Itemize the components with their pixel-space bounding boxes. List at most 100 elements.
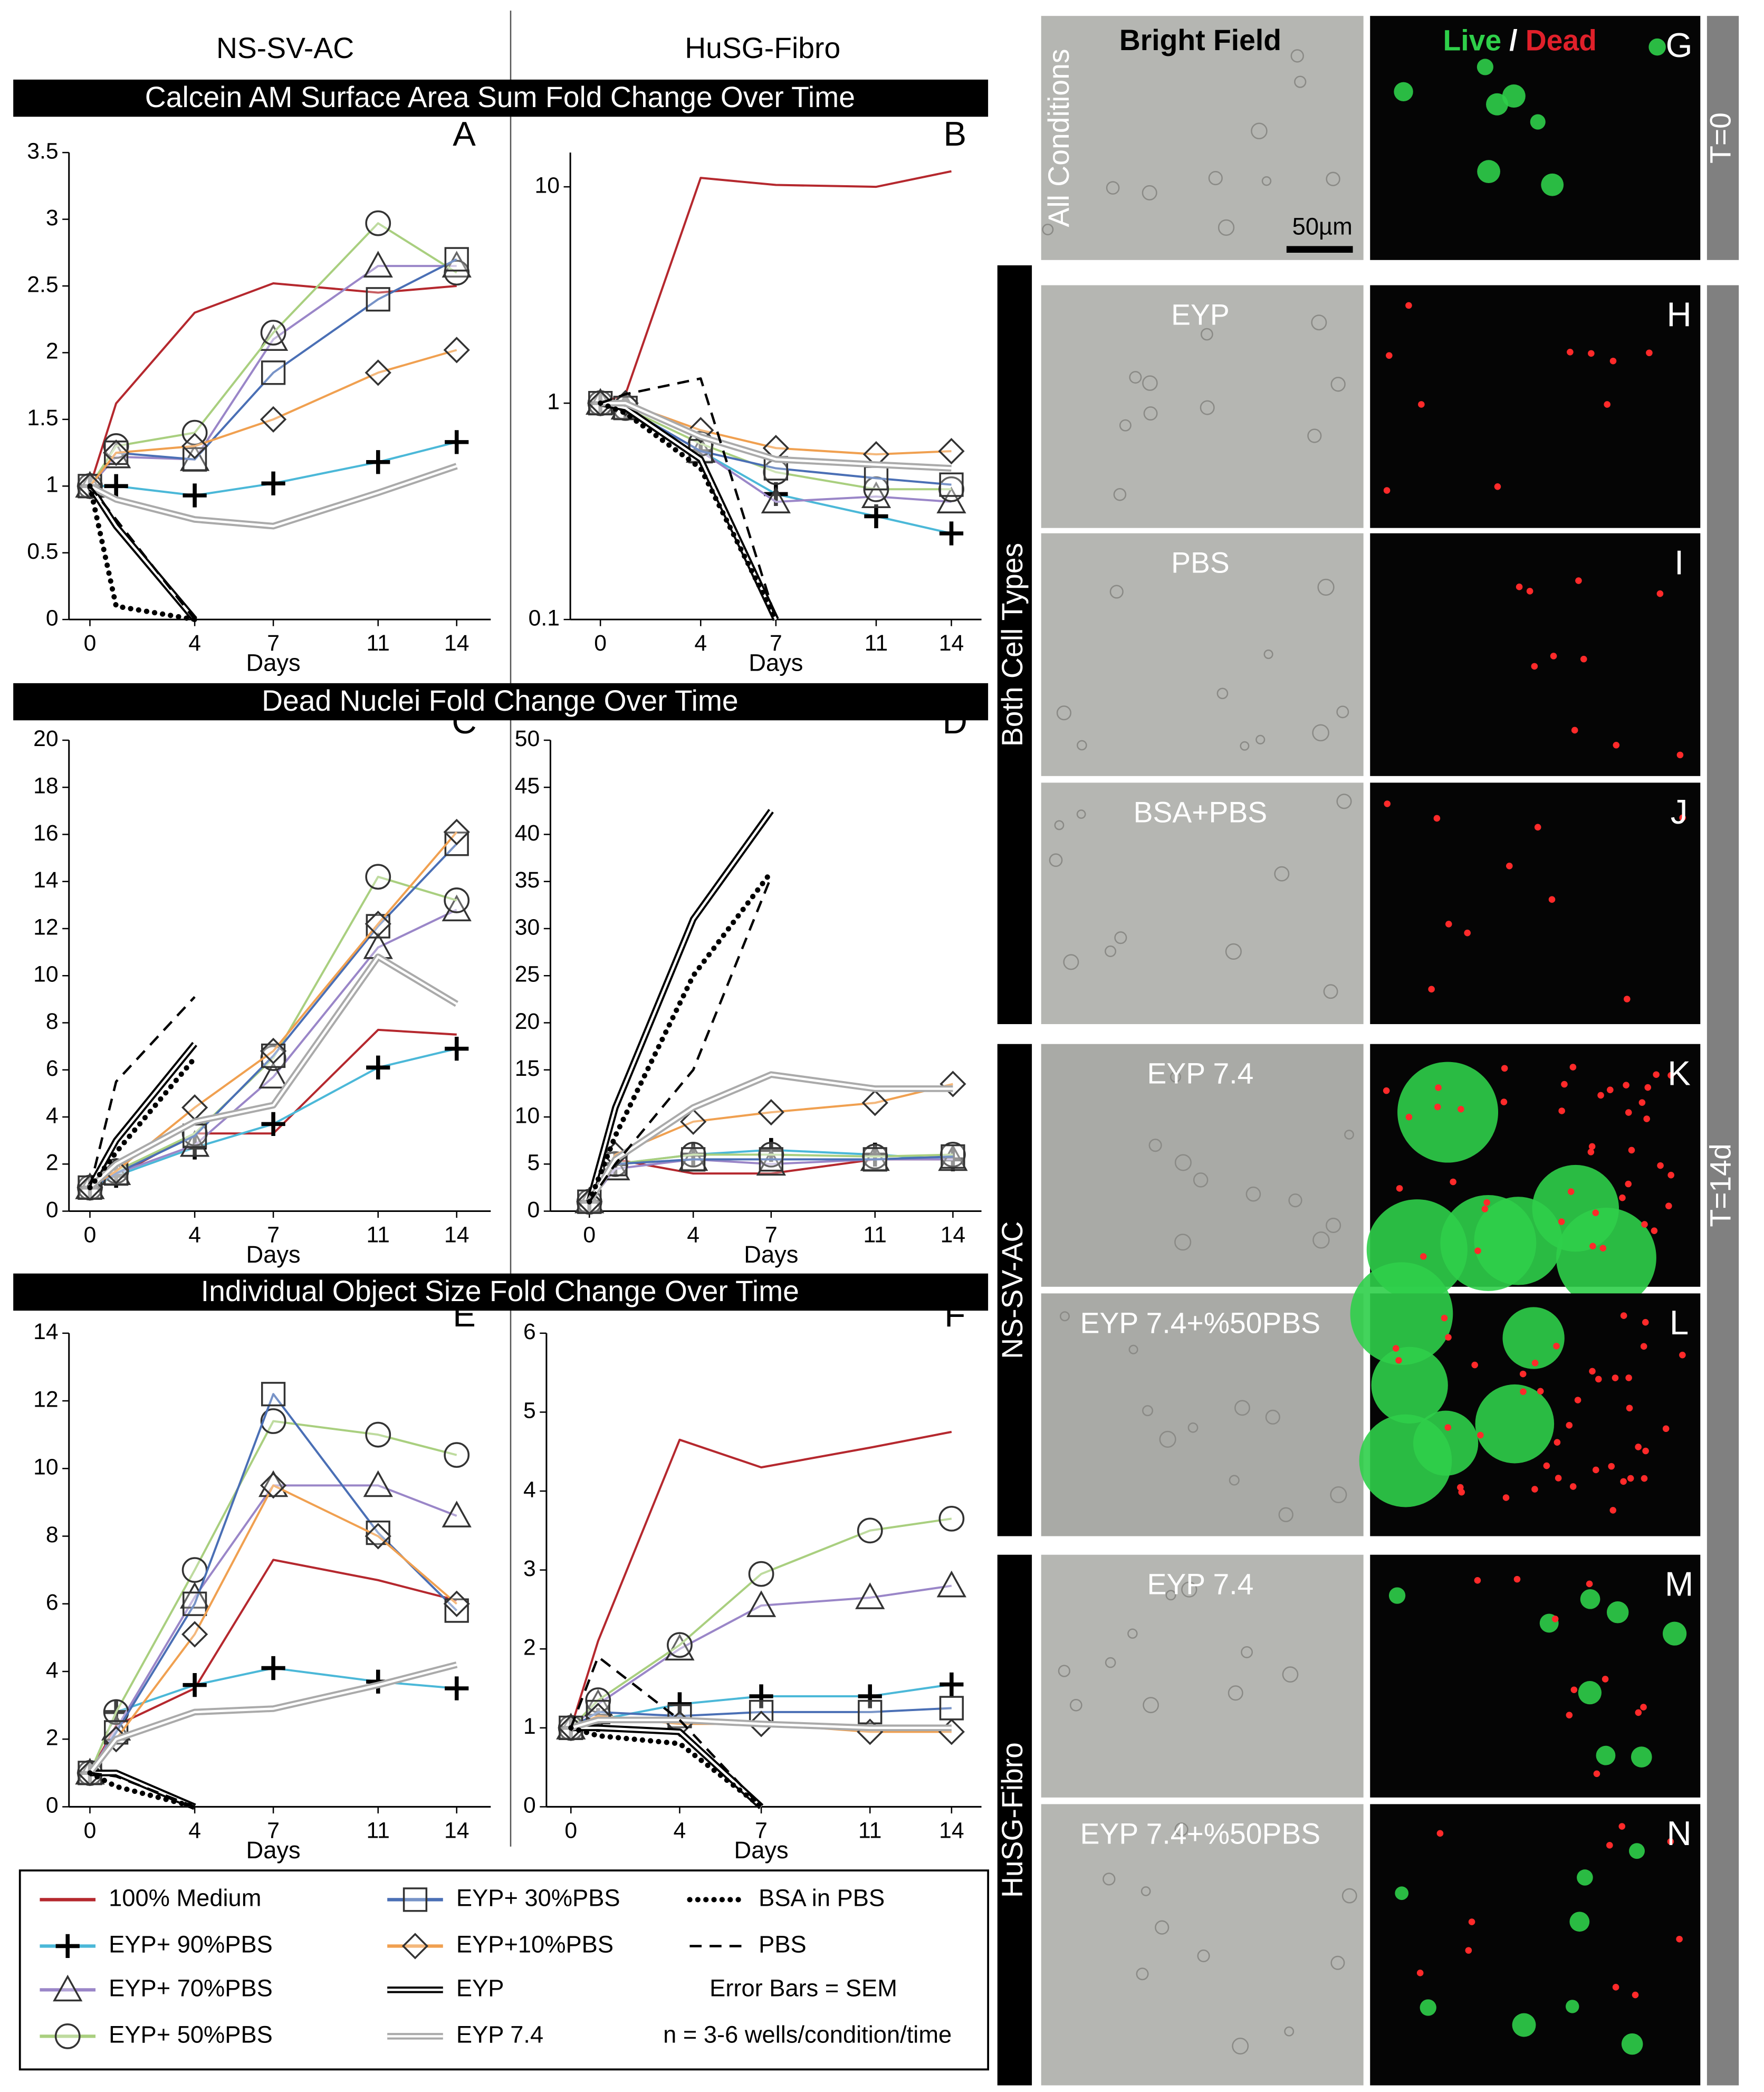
cell xyxy=(1330,1486,1347,1504)
cell xyxy=(1114,931,1127,944)
cell xyxy=(1265,1409,1280,1425)
live-cell xyxy=(1413,1410,1479,1476)
time-label: T=14d xyxy=(1704,1143,1737,1227)
column-title: Bright Field xyxy=(1119,24,1281,56)
cell xyxy=(1232,2038,1249,2055)
marker xyxy=(365,359,391,386)
dead-cell xyxy=(1550,653,1557,660)
y-tick-label: 6 xyxy=(46,1056,59,1081)
dead-cell xyxy=(1667,1838,1674,1845)
marker xyxy=(402,1887,428,1912)
dead-cell xyxy=(1558,1107,1565,1114)
dead-cell xyxy=(1597,1092,1604,1099)
dead-cell xyxy=(1474,1247,1481,1254)
cell xyxy=(1143,1697,1159,1714)
marker xyxy=(183,483,207,508)
cell xyxy=(1341,1888,1357,1904)
marker xyxy=(365,1421,391,1448)
bright-field-image xyxy=(1041,1804,1364,2086)
bright-field-image xyxy=(1041,533,1364,776)
marker xyxy=(260,1408,286,1434)
dead-cell xyxy=(1604,401,1610,408)
dead-cell xyxy=(1623,1082,1629,1088)
legend-note: n = 3-6 wells/condition/time xyxy=(663,2021,952,2048)
marker xyxy=(939,521,964,546)
cell xyxy=(1225,943,1242,960)
marker xyxy=(442,894,472,922)
dead-cell xyxy=(1516,584,1523,590)
live-cell xyxy=(1663,1621,1687,1646)
condition-label: BSA+PBS xyxy=(1134,796,1268,828)
dead-cell xyxy=(1624,996,1631,1002)
marker xyxy=(749,1684,773,1708)
dead-cell xyxy=(1586,1580,1593,1588)
live-cell xyxy=(1477,59,1493,75)
x-axis-label: Days xyxy=(734,1837,789,1864)
marker xyxy=(939,1696,964,1721)
dead-cell xyxy=(1656,590,1664,597)
x-tick-label: 4 xyxy=(188,1818,201,1843)
y-tick-label: 30 xyxy=(515,914,540,940)
cell xyxy=(1216,687,1229,700)
live-cell xyxy=(1606,1601,1629,1623)
bright-field-image xyxy=(1041,1554,1364,1798)
dead-cell xyxy=(1620,1312,1627,1319)
cell xyxy=(1261,176,1272,186)
dead-cell xyxy=(1513,1575,1521,1583)
dead-cell xyxy=(1635,1444,1642,1450)
cell xyxy=(1106,181,1120,195)
fluorescence-image xyxy=(1370,16,1701,260)
y-tick-label: 6 xyxy=(46,1590,59,1615)
y-tick-label: 1.5 xyxy=(27,405,58,431)
series-line xyxy=(89,222,457,487)
series-line-core xyxy=(89,485,196,620)
dead-cell xyxy=(1638,1099,1646,1106)
dead-cell xyxy=(1635,1709,1642,1716)
dead-cell xyxy=(1458,1105,1464,1113)
dead-cell xyxy=(1392,1345,1399,1352)
dead-cell xyxy=(1501,1065,1508,1072)
marker xyxy=(183,1673,207,1697)
dead-cell xyxy=(1569,1064,1577,1071)
dead-cell xyxy=(1551,1616,1559,1622)
x-tick-label: 7 xyxy=(267,1222,280,1248)
panel-letter: G xyxy=(1666,26,1693,64)
series-line xyxy=(587,869,774,1205)
y-tick-label: 0 xyxy=(46,1793,59,1818)
series-line xyxy=(568,1725,764,1810)
cell xyxy=(1336,705,1349,719)
legend-label: EYP+ 50%PBS xyxy=(109,2021,273,2048)
cell xyxy=(1174,1154,1192,1171)
cell xyxy=(1312,724,1329,742)
group-label: HuSG-Fibro xyxy=(996,1742,1029,1898)
marker xyxy=(443,337,470,364)
marker xyxy=(365,910,391,938)
live-label: Live xyxy=(1443,24,1502,56)
fluorescence-image xyxy=(1370,533,1701,776)
fluorescence-image xyxy=(1370,782,1701,1025)
y-tick-label: 14 xyxy=(33,1319,59,1344)
marker xyxy=(260,1472,287,1499)
cell xyxy=(1294,75,1307,88)
cell xyxy=(1228,1685,1243,1701)
dead-cell xyxy=(1519,1370,1527,1378)
bright-field-image xyxy=(1041,1293,1364,1536)
series-line xyxy=(89,996,196,1188)
dead-cell xyxy=(1653,1071,1660,1078)
y-tick-label: 2 xyxy=(46,1725,59,1751)
series-line xyxy=(570,1430,952,1728)
marker xyxy=(179,1582,210,1609)
marker xyxy=(864,504,888,529)
live-cell xyxy=(1512,2013,1536,2037)
series-line xyxy=(89,1484,457,1774)
marker xyxy=(181,1621,208,1648)
dead-cell xyxy=(1580,655,1587,663)
dead-cell xyxy=(1534,824,1541,831)
dead-cell xyxy=(1613,741,1620,749)
dead-cell xyxy=(1619,1194,1626,1201)
marker xyxy=(941,1144,965,1169)
dead-cell xyxy=(1628,1147,1635,1154)
cell xyxy=(1307,428,1322,443)
cell xyxy=(1070,1698,1082,1712)
y-tick-label: 0 xyxy=(523,1793,536,1818)
